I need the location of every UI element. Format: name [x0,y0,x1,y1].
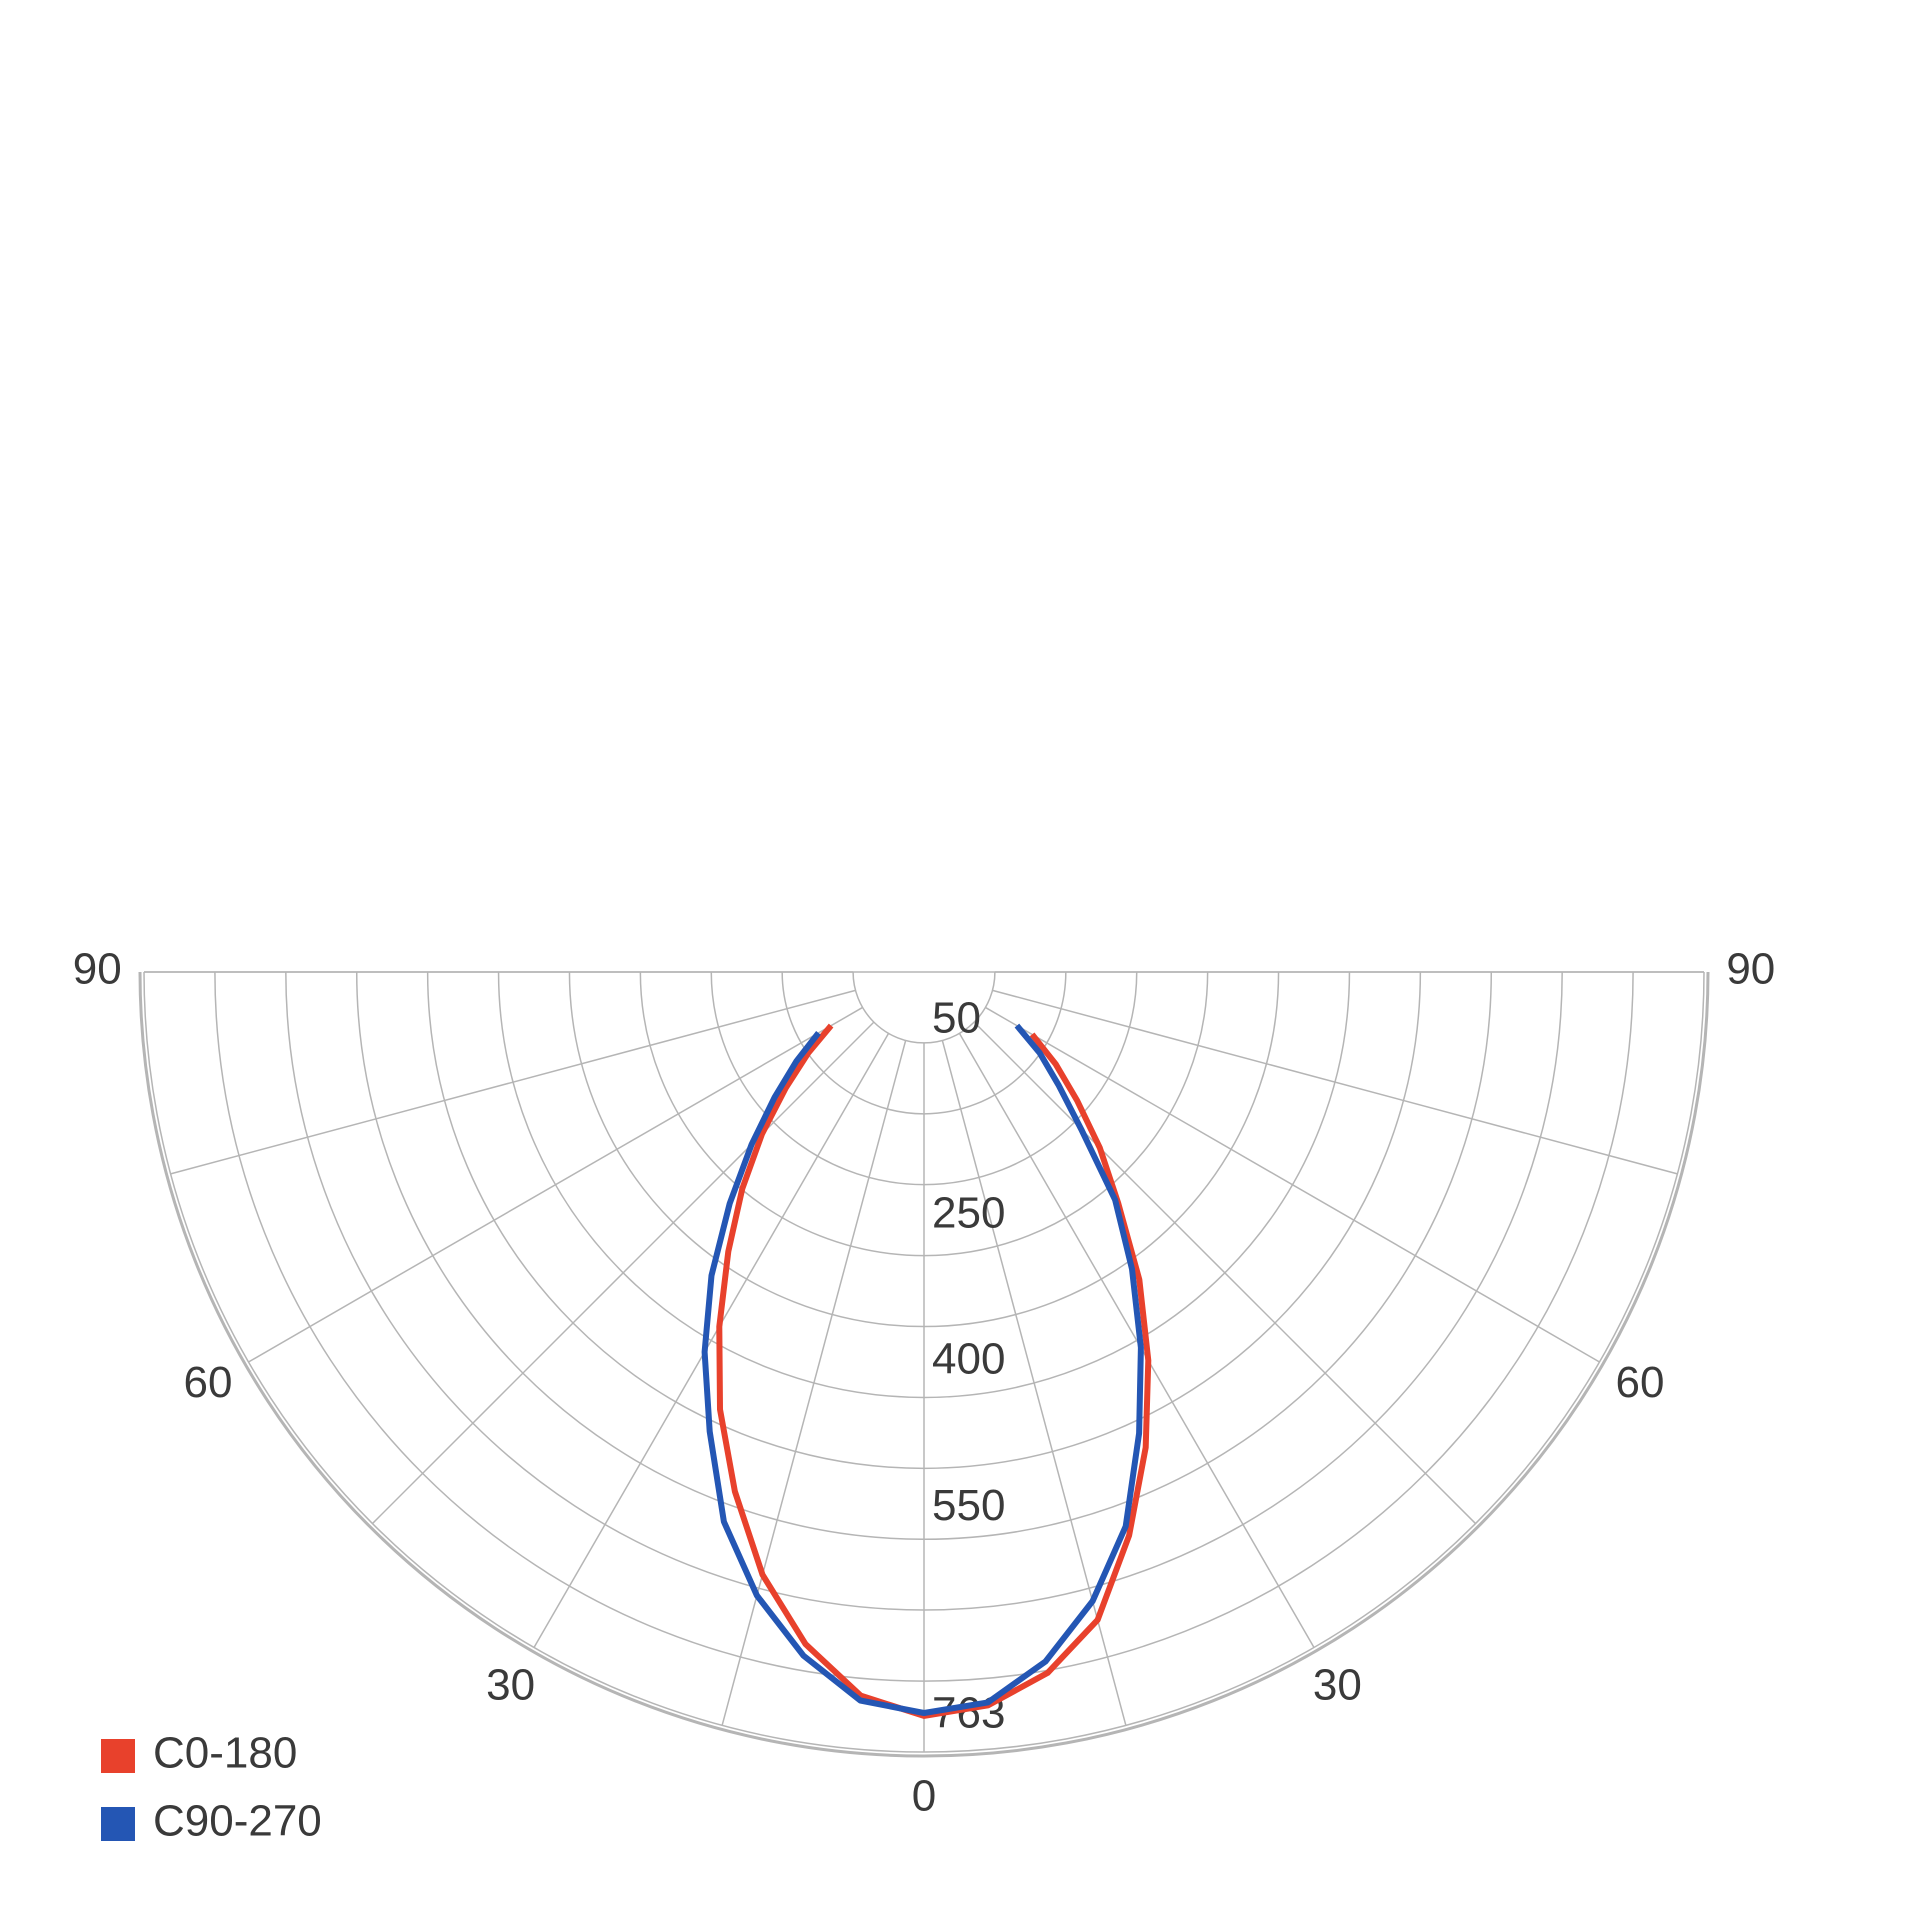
angle-tick-label: 90 [73,945,122,994]
grid-spoke [721,1040,907,1726]
angle-tick-label: 0 [912,1771,936,1820]
legend-label: C90-270 [153,1797,322,1846]
angle-tick-label: 60 [183,1358,232,1407]
grid-spoke [973,1021,1477,1525]
angle-tick-label: 60 [1616,1358,1665,1407]
radial-tick-label: 400 [932,1335,1005,1384]
grid-spoke [371,1021,875,1525]
grid-spoke [941,1040,1127,1726]
legend-swatch [101,1739,135,1773]
legend-swatch [101,1807,135,1841]
grid-spoke [958,1033,1315,1648]
grid-spoke [170,989,856,1175]
angle-tick-label: 30 [486,1661,535,1710]
grid-spoke [533,1033,890,1648]
angle-tick-label: 30 [1313,1661,1362,1710]
radial-tick-label: 50 [932,993,981,1042]
legend-label: C0-180 [153,1729,297,1778]
radial-tick-label: 550 [932,1481,1005,1530]
series-line [701,1023,1144,1716]
angle-tick-label: 90 [1726,945,1775,994]
grid-ring [852,971,996,1044]
outer-ring [138,971,1710,1758]
grid-spoke [992,989,1678,1175]
grid-spoke [985,1006,1600,1363]
grid-spoke [248,1006,863,1363]
radial-tick-label: 250 [932,1188,1005,1237]
